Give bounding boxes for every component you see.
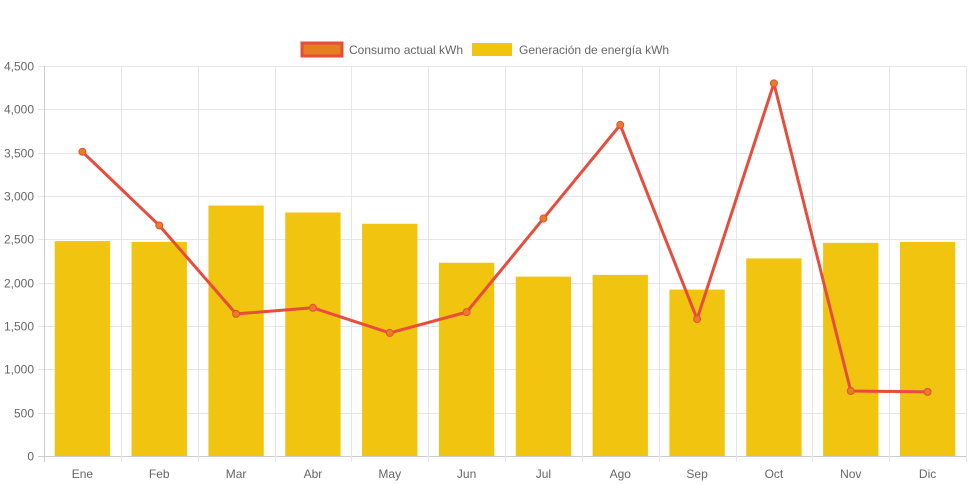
y-tick-label: 1,500 <box>4 320 34 334</box>
line-point[interactable] <box>923 387 932 396</box>
bars-layer <box>54 205 956 456</box>
line-point[interactable] <box>155 221 164 230</box>
x-tick-label: Ago <box>610 467 632 481</box>
line-point[interactable] <box>462 308 471 317</box>
x-tick-label: Mar <box>226 467 247 481</box>
y-tick-label: 1,000 <box>4 363 34 377</box>
bar[interactable] <box>54 241 111 456</box>
legend-item-line[interactable]: Consumo actual kWh <box>300 41 463 58</box>
bar[interactable] <box>515 276 572 456</box>
axis-layer: 0 500 1,000 1,500 2,000 2,500 3,000 3,500 4,000 4… <box>4 60 936 482</box>
line-point[interactable] <box>616 120 625 129</box>
y-tick-label: 4,000 <box>4 103 34 117</box>
y-tick-label: 0 <box>27 450 34 464</box>
legend-label-line: Consumo actual kWh <box>349 43 463 57</box>
bar[interactable] <box>899 241 956 456</box>
legend-item-bar[interactable]: Generación de energía kWh <box>472 43 669 57</box>
line-point[interactable] <box>539 214 548 223</box>
x-tick-label: Abr <box>304 467 323 481</box>
bar[interactable] <box>823 242 879 456</box>
line-point[interactable] <box>308 303 317 312</box>
x-tick-label: Ene <box>72 467 94 481</box>
bar[interactable] <box>592 274 648 456</box>
line-point[interactable] <box>232 309 241 318</box>
line-point[interactable] <box>385 328 394 337</box>
x-tick-label: Oct <box>765 467 784 481</box>
legend-swatch-bar <box>472 43 512 56</box>
legend-label-bar: Generación de energía kWh <box>519 43 669 57</box>
x-tick-label: May <box>378 467 401 481</box>
y-tick-label: 2,000 <box>4 277 34 291</box>
bar[interactable] <box>362 223 418 456</box>
x-tick-label: Feb <box>149 467 170 481</box>
line-point[interactable] <box>846 387 855 395</box>
legend[interactable]: Consumo actual kWh Generación de energía… <box>300 41 669 58</box>
line-point[interactable] <box>78 147 87 156</box>
legend-swatch-line <box>300 41 344 58</box>
bar[interactable] <box>131 241 187 456</box>
x-tick-label: Jun <box>457 467 476 481</box>
y-tick-label: 2,500 <box>4 233 34 247</box>
series-line <box>81 81 928 394</box>
grid-layer <box>38 66 967 462</box>
line-point[interactable] <box>769 79 778 88</box>
x-tick-label: Nov <box>840 467 861 481</box>
bar[interactable] <box>285 212 341 456</box>
y-tick-label: 3,000 <box>4 190 34 204</box>
line-point[interactable] <box>693 315 702 324</box>
x-tick-label: Jul <box>536 467 551 481</box>
y-tick-label: 3,500 <box>4 147 34 161</box>
y-tick-label: 4,500 <box>4 60 34 74</box>
y-tick-label: 500 <box>14 407 34 421</box>
x-tick-label: Dic <box>919 467 936 481</box>
bar[interactable] <box>746 258 802 456</box>
bar[interactable] <box>438 262 495 456</box>
bar[interactable] <box>208 205 264 456</box>
x-tick-label: Sep <box>686 467 708 481</box>
line-layer <box>78 79 932 396</box>
